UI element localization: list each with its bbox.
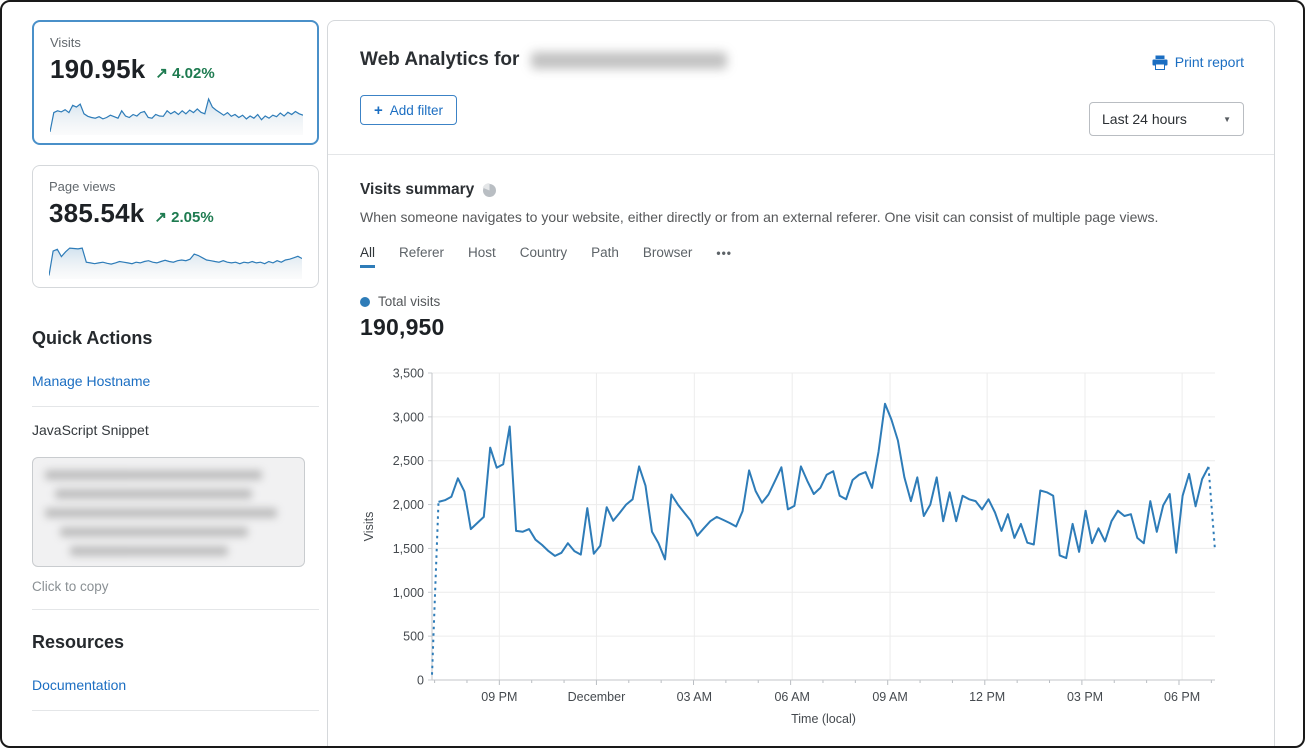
- svg-text:2,500: 2,500: [393, 454, 424, 468]
- section-description: When someone navigates to your website, …: [360, 209, 1159, 225]
- time-range-value: Last 24 hours: [1102, 111, 1187, 127]
- section-title: Visits summary: [360, 181, 475, 198]
- documentation-link[interactable]: Documentation: [32, 677, 127, 693]
- divider: [32, 609, 319, 610]
- tab-referer[interactable]: Referer: [399, 245, 445, 260]
- svg-text:03 PM: 03 PM: [1067, 690, 1103, 704]
- metric-card-page-views[interactable]: Page views 385.54k ↗ 2.05%: [32, 165, 319, 288]
- metric-value-visits: 190.95k: [50, 54, 146, 84]
- main-panel: Web Analytics for Print report + Add fil…: [327, 20, 1275, 746]
- metric-delta-page-views: ↗ 2.05%: [154, 209, 214, 226]
- tab-country[interactable]: Country: [519, 245, 568, 260]
- svg-text:Time (local): Time (local): [791, 712, 856, 726]
- tab-path[interactable]: Path: [591, 245, 619, 260]
- svg-text:06 AM: 06 AM: [774, 690, 809, 704]
- legend-label: Total visits: [378, 294, 441, 309]
- redacted-code-line: [69, 546, 228, 556]
- printer-icon: [1152, 55, 1168, 70]
- panel-header: Web Analytics for Print report + Add fil…: [328, 21, 1274, 155]
- trend-up-icon: ↗: [154, 209, 167, 226]
- svg-text:09 PM: 09 PM: [481, 690, 517, 704]
- tab-host[interactable]: Host: [468, 245, 496, 260]
- redacted-code-line: [45, 470, 263, 480]
- sidebar: Visits 190.95k ↗ 4.02% Page views 385.54…: [32, 20, 319, 711]
- metric-card-visits[interactable]: Visits 190.95k ↗ 4.02%: [32, 20, 319, 145]
- click-to-copy-hint: Click to copy: [32, 579, 109, 594]
- visits-summary-section: Visits summary When someone navigates to…: [328, 155, 1274, 731]
- metric-value-page-views: 385.54k: [49, 198, 145, 228]
- trend-up-icon: ↗: [155, 65, 168, 82]
- add-filter-button[interactable]: + Add filter: [360, 95, 458, 125]
- svg-text:Visits: Visits: [362, 512, 376, 542]
- chevron-down-icon: ▼: [1223, 114, 1231, 124]
- javascript-snippet-box[interactable]: [32, 457, 305, 567]
- svg-text:12 PM: 12 PM: [969, 690, 1005, 704]
- svg-text:03 AM: 03 AM: [677, 690, 712, 704]
- quick-actions-heading: Quick Actions: [32, 328, 153, 348]
- dimension-tabs: All Referer Host Country Path Browser •••: [360, 245, 1242, 268]
- svg-text:06 PM: 06 PM: [1164, 690, 1200, 704]
- chart-legend: Total visits: [360, 294, 1242, 309]
- tab-overflow-dots[interactable]: •••: [716, 246, 732, 260]
- resources-heading: Resources: [32, 632, 125, 652]
- svg-text:3,000: 3,000: [393, 410, 424, 424]
- legend-dot-icon: [360, 296, 370, 307]
- metric-label-page-views: Page views: [49, 179, 116, 194]
- divider: [32, 710, 319, 711]
- svg-text:09 AM: 09 AM: [872, 690, 907, 704]
- svg-text:500: 500: [403, 630, 424, 644]
- tab-browser[interactable]: Browser: [642, 245, 693, 260]
- redacted-code-line: [54, 489, 253, 499]
- redacted-code-line: [45, 508, 278, 518]
- redacted-domain: [531, 51, 728, 69]
- page-title: Web Analytics for: [360, 49, 520, 70]
- redacted-code-line: [59, 527, 248, 537]
- svg-text:December: December: [568, 690, 626, 704]
- total-visits-value: 190,950: [360, 314, 445, 340]
- svg-text:1,000: 1,000: [393, 586, 424, 600]
- manage-hostname-link[interactable]: Manage Hostname: [32, 373, 151, 389]
- javascript-snippet-label: JavaScript Snippet: [32, 422, 149, 438]
- print-report-button[interactable]: Print report: [1152, 54, 1244, 70]
- tab-all[interactable]: All: [360, 245, 376, 268]
- metric-delta-visits: ↗ 4.02%: [155, 65, 215, 82]
- svg-text:1,500: 1,500: [393, 542, 424, 556]
- visits-sparkline: [50, 97, 303, 135]
- divider: [32, 406, 319, 407]
- svg-text:2,000: 2,000: [393, 498, 424, 512]
- visits-line-chart[interactable]: 0 500 1,000 1,500 2,000 2,500 3,000 3,500 09 PM D…: [360, 363, 1244, 731]
- page-views-sparkline: [49, 247, 302, 279]
- svg-text:3,500: 3,500: [393, 367, 424, 381]
- time-range-dropdown[interactable]: Last 24 hours ▼: [1089, 102, 1244, 136]
- metric-label-visits: Visits: [50, 35, 81, 50]
- plus-icon: +: [374, 101, 383, 119]
- pie-chart-icon[interactable]: [482, 182, 497, 198]
- svg-text:0: 0: [417, 674, 424, 688]
